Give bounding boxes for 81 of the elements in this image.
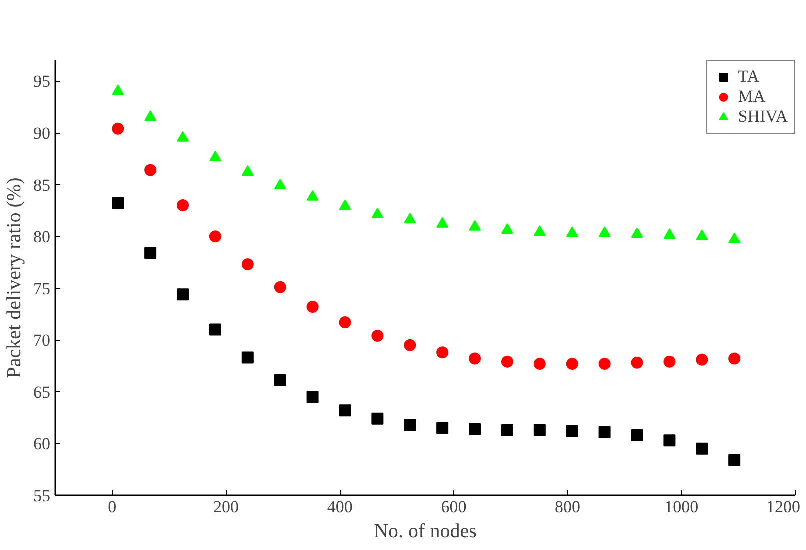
x-tick-label: 1000 — [664, 498, 699, 516]
point — [566, 226, 578, 238]
point — [566, 425, 578, 438]
point — [436, 217, 449, 228]
y-tick-label: 85 — [34, 176, 50, 195]
point — [274, 178, 286, 190]
point — [274, 374, 286, 387]
legend-label: SHIVA — [738, 107, 788, 127]
point — [209, 151, 222, 162]
point — [631, 356, 644, 369]
point — [436, 422, 449, 434]
point — [664, 356, 676, 368]
point — [404, 213, 416, 224]
y-tick-label: 65 — [34, 382, 50, 402]
point — [404, 339, 416, 352]
point — [631, 429, 644, 442]
y-tick-label: 75 — [34, 279, 50, 298]
point — [144, 110, 157, 122]
point — [177, 131, 190, 142]
point — [501, 356, 514, 368]
point — [339, 200, 352, 210]
point — [664, 228, 676, 240]
point — [274, 281, 286, 294]
x-tick-label: 400 — [327, 498, 353, 516]
point — [534, 226, 546, 236]
y-tick-label: 70 — [34, 331, 50, 350]
point — [306, 391, 319, 404]
y-tick-label: 55 — [34, 486, 50, 506]
x-tick-label: 0 — [108, 498, 117, 516]
point — [728, 232, 741, 244]
legend-label: MA — [738, 87, 766, 107]
x-axis-title: No. of nodes — [374, 520, 478, 542]
point — [144, 247, 157, 260]
x-tick-label: 1200 — [766, 498, 800, 516]
point — [177, 288, 190, 301]
point — [306, 301, 319, 313]
x-tick-label: 600 — [441, 498, 467, 516]
y-tick-label: 95 — [34, 72, 50, 92]
x-tick-label: 200 — [214, 498, 240, 516]
point — [598, 226, 611, 238]
point — [598, 358, 611, 370]
point — [112, 197, 124, 210]
point — [664, 434, 676, 447]
point — [696, 442, 708, 455]
point — [696, 354, 708, 366]
legend-label: TA — [738, 67, 760, 87]
point — [436, 346, 449, 359]
point — [339, 316, 352, 329]
point — [372, 412, 384, 425]
point — [469, 423, 482, 436]
point — [372, 330, 384, 342]
point — [404, 419, 416, 432]
y-tick-label: 90 — [34, 124, 50, 143]
point — [469, 220, 482, 231]
point — [242, 166, 254, 176]
point — [209, 230, 222, 243]
point — [566, 358, 578, 370]
point — [598, 426, 611, 438]
point — [696, 230, 708, 240]
point — [177, 200, 190, 212]
point — [112, 84, 124, 96]
point — [501, 224, 514, 234]
point — [631, 228, 644, 238]
point — [242, 258, 254, 271]
y-tick-label: 80 — [34, 228, 50, 247]
point — [144, 164, 157, 176]
point — [534, 358, 546, 370]
point — [534, 424, 546, 436]
x-tick-label: 800 — [555, 498, 581, 516]
point — [306, 190, 319, 201]
point — [339, 404, 352, 417]
y-axis-title: Packet delivery ratio (%) — [4, 178, 26, 378]
point — [501, 424, 514, 436]
point — [469, 352, 482, 365]
point — [209, 324, 222, 336]
point — [372, 208, 384, 218]
point — [728, 352, 741, 365]
point — [112, 122, 124, 135]
point — [728, 454, 741, 466]
point — [242, 352, 254, 364]
y-tick-label: 60 — [34, 434, 50, 454]
